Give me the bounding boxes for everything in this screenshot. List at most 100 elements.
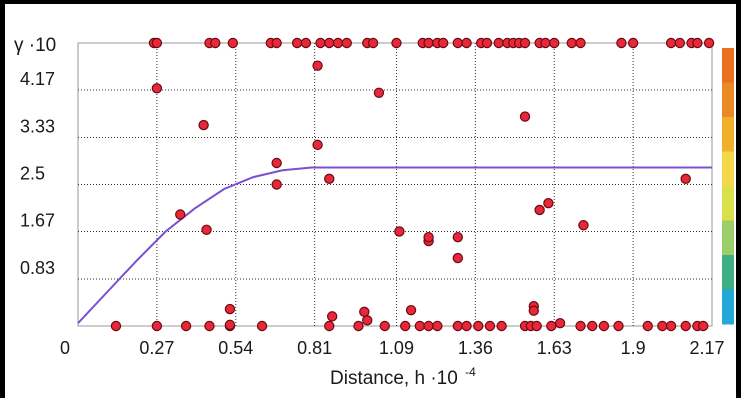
data-point [362, 315, 373, 326]
y-tick-labels: 0.83 1.67 2.5 3.33 4.17 [20, 69, 55, 278]
data-point [481, 37, 493, 49]
colorbar-segment [722, 289, 734, 325]
data-point [300, 37, 312, 49]
data-point [613, 320, 624, 332]
data-point [575, 320, 586, 332]
data-point [680, 173, 691, 185]
data-point [665, 320, 677, 332]
data-point [575, 37, 586, 49]
data-point [493, 37, 504, 49]
data-point [210, 37, 221, 49]
y-tick-label: 2.5 [20, 164, 45, 184]
data-point [461, 320, 472, 332]
x-tick-label: 1.09 [379, 338, 414, 358]
data-point [519, 111, 531, 122]
x-tick-labels: 0 0.27 0.54 0.81 1.09 1.36 1.63 1.9 2.17 [60, 338, 725, 358]
data-point [549, 37, 560, 49]
x-tick-label: 1.63 [537, 338, 572, 358]
data-point [554, 317, 566, 329]
data-point [680, 320, 691, 332]
y-tick-label: 0.83 [20, 258, 55, 278]
data-point [452, 252, 464, 264]
x-tick-label: 0.81 [297, 338, 332, 358]
data-point [151, 320, 163, 332]
data-point [423, 231, 434, 243]
x-axis-label-base: Distance, h ·10 [330, 368, 458, 389]
data-point [271, 179, 282, 190]
data-point [452, 37, 464, 49]
data-point [359, 306, 370, 318]
x-tick-label: 2.17 [689, 338, 724, 358]
data-point [312, 139, 323, 151]
data-point [367, 37, 379, 49]
data-point [543, 197, 554, 209]
variogram-model-line [77, 166, 712, 324]
data-point [227, 37, 239, 49]
data-point [373, 87, 385, 99]
data-point [587, 320, 598, 332]
data-point [204, 320, 215, 332]
x-axis-label: Distance, h ·10 -4 [330, 365, 476, 389]
data-point [324, 37, 335, 49]
data-point [540, 37, 551, 49]
data-point [201, 224, 212, 235]
data-point [692, 37, 703, 49]
data-point [657, 320, 668, 332]
data-point [379, 320, 390, 332]
data-point [519, 37, 531, 49]
data-point [151, 37, 163, 49]
data-point [224, 319, 236, 331]
data-point [332, 37, 344, 49]
colorbar-segment [722, 117, 734, 152]
data-point [326, 311, 338, 322]
data-point [496, 320, 507, 332]
data-point [180, 320, 192, 332]
data-point [578, 220, 589, 231]
data-point [546, 320, 557, 332]
data-point [531, 320, 542, 332]
colorbar-segment [722, 82, 734, 118]
data-point [698, 320, 709, 332]
data-points [110, 37, 715, 332]
x-tick-label: 1.36 [458, 338, 493, 358]
data-point [315, 37, 326, 49]
data-point [703, 37, 715, 49]
data-point [423, 320, 434, 332]
y-tick-label: 3.33 [20, 117, 55, 137]
data-point [642, 320, 653, 332]
data-point [324, 320, 335, 332]
data-point [324, 173, 335, 185]
data-point [224, 303, 236, 315]
data-point [414, 320, 426, 332]
colorbar-segment [722, 220, 734, 256]
data-point [400, 320, 411, 332]
data-point [484, 320, 496, 332]
data-point [566, 37, 577, 49]
data-point [665, 37, 677, 49]
data-point [423, 37, 434, 49]
data-point [110, 320, 122, 332]
colorbar-segment [722, 48, 734, 83]
colorbar [722, 48, 734, 325]
plot-area [77, 42, 713, 327]
x-tick-label: 0 [60, 338, 70, 358]
y-tick-label: 4.17 [20, 69, 55, 89]
data-point [341, 37, 352, 49]
data-point [674, 37, 686, 49]
data-point [271, 37, 282, 49]
x-axis-label-exponent: -4 [465, 365, 476, 379]
y-tick-label: 1.67 [20, 210, 55, 230]
data-point [271, 157, 282, 169]
data-point [452, 231, 464, 243]
data-point [353, 320, 364, 332]
data-point [461, 37, 472, 49]
y-axis-label: γ ·10 [14, 35, 56, 56]
x-tick-label: 0.54 [218, 338, 253, 358]
data-point [432, 320, 443, 332]
x-tick-label: 1.9 [621, 338, 646, 358]
data-point [394, 226, 405, 237]
data-point [627, 37, 639, 49]
data-point [438, 37, 449, 49]
data-point [473, 320, 484, 332]
